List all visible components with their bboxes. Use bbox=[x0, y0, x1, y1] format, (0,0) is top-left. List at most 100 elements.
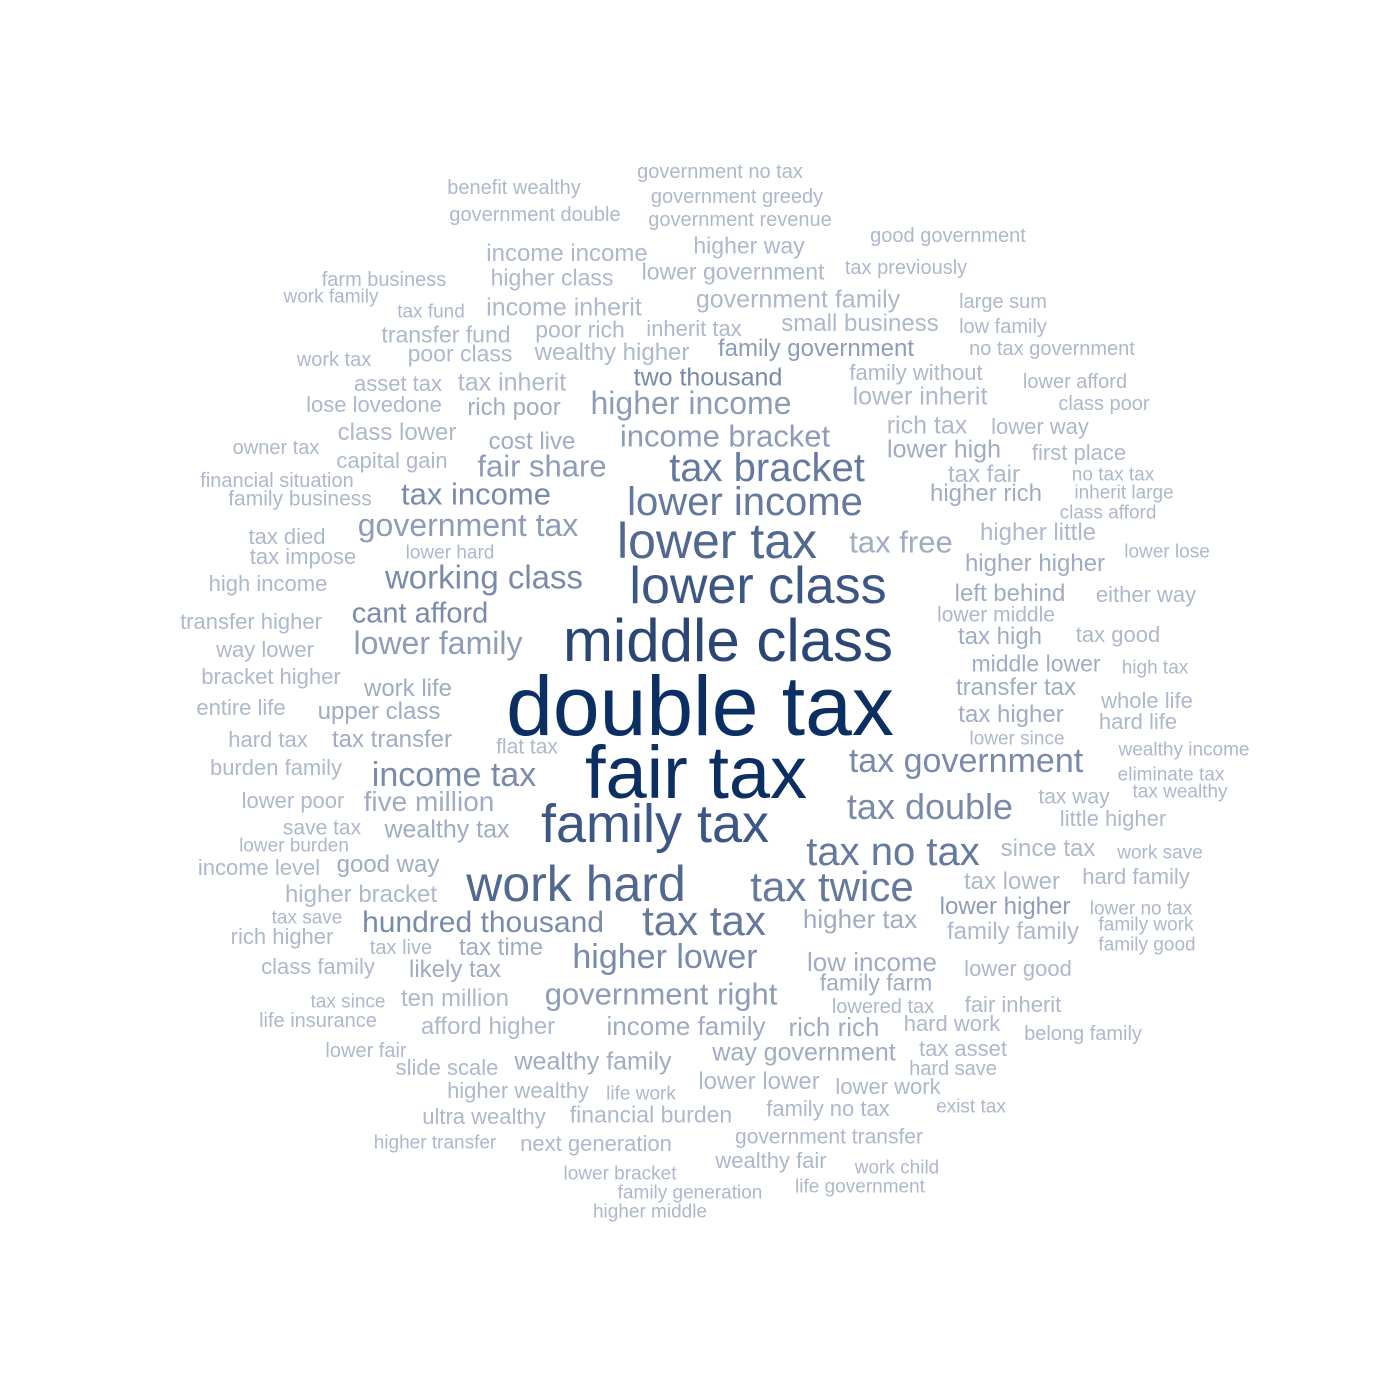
word-higher-little: higher little bbox=[979, 519, 1097, 546]
word-five-million: five million bbox=[363, 786, 495, 817]
word-whole-life: whole life bbox=[1101, 688, 1193, 713]
word-farm-business: farm business bbox=[321, 269, 447, 291]
word-tax-wealthy: tax wealthy bbox=[1132, 781, 1228, 803]
word-hard-work: hard work bbox=[903, 1011, 1001, 1036]
word-next-generation: next generation bbox=[520, 1131, 672, 1156]
word-tax-inherit: tax inherit bbox=[457, 368, 567, 397]
word-upper-class: upper class bbox=[317, 698, 441, 725]
word-since-tax: since tax bbox=[1000, 835, 1096, 862]
word-lower-hard: lower hard bbox=[405, 542, 495, 564]
word-lower-class: lower class bbox=[629, 557, 887, 615]
word-burden-family: burden family bbox=[209, 755, 343, 780]
word-transfer-fund: transfer fund bbox=[381, 321, 511, 348]
word-tax-died: tax died bbox=[248, 524, 326, 549]
word-rich-poor: rich poor bbox=[467, 394, 561, 421]
word-work-tax: work tax bbox=[296, 349, 372, 371]
word-lower-no-tax: lower no tax bbox=[1089, 898, 1193, 920]
word-flat-tax: flat tax bbox=[496, 735, 558, 759]
word-tax-transfer: tax transfer bbox=[331, 726, 453, 753]
word-bracket-higher: bracket higher bbox=[201, 664, 341, 689]
word-ultra-wealthy: ultra wealthy bbox=[422, 1104, 546, 1129]
word-hundred-thousand: hundred thousand bbox=[362, 906, 604, 939]
word-wealthy-fair: wealthy fair bbox=[715, 1148, 827, 1173]
word-left-behind: left behind bbox=[954, 580, 1066, 607]
word-good-government: good government bbox=[870, 225, 1026, 247]
word-lower-high: lower high bbox=[887, 435, 1001, 464]
word-belong-family: belong family bbox=[1024, 1023, 1142, 1045]
word-government-double: government double bbox=[449, 204, 621, 226]
word-transfer-higher: transfer higher bbox=[180, 609, 322, 634]
word-double-tax: double tax bbox=[506, 659, 894, 753]
word-tax-twice: tax twice bbox=[750, 863, 914, 910]
word-income-tax: income tax bbox=[371, 756, 537, 794]
word-tax-higher: tax higher bbox=[958, 701, 1064, 728]
word-family-work: family work bbox=[1098, 914, 1194, 936]
word-income-bracket: income bracket bbox=[619, 418, 831, 454]
word-small-business: small business bbox=[781, 310, 939, 337]
word-owner-tax: owner tax bbox=[232, 437, 320, 459]
word-two-thousand: two thousand bbox=[633, 363, 783, 392]
word-higher-lower: higher lower bbox=[572, 938, 758, 976]
word-wealthy-tax: wealthy tax bbox=[384, 815, 510, 844]
word-little-higher: little higher bbox=[1059, 806, 1167, 831]
word-tax-live: tax live bbox=[369, 937, 433, 959]
word-slide-scale: slide scale bbox=[395, 1055, 499, 1080]
word-lose-lovedone: lose lovedone bbox=[306, 392, 442, 417]
word-lower-tax: lower tax bbox=[616, 513, 818, 569]
word-hard-tax: hard tax bbox=[228, 727, 308, 752]
word-tax-tax: tax tax bbox=[642, 897, 766, 944]
word-government-family: government family bbox=[695, 285, 901, 314]
word-class-family: class family bbox=[261, 954, 375, 979]
word-middle-lower: middle lower bbox=[971, 650, 1101, 677]
word-inherit-large: inherit large bbox=[1074, 482, 1174, 504]
word-work-life: work life bbox=[363, 675, 453, 702]
word-lower-income: lower income bbox=[627, 480, 863, 524]
word-lower-afford: lower afford bbox=[1022, 371, 1128, 393]
word-tax-high: tax high bbox=[957, 623, 1043, 650]
word-first-place: first place bbox=[1031, 440, 1127, 465]
word-low-income: low income bbox=[806, 947, 938, 977]
word-inherit-tax: inherit tax bbox=[646, 316, 742, 341]
word-government-tax: government tax bbox=[357, 507, 579, 543]
word-cost-live: cost live bbox=[488, 428, 576, 455]
word-tax-fair: tax fair bbox=[947, 461, 1021, 488]
word-ten-million: ten million bbox=[400, 985, 510, 1012]
word-work-family: work family bbox=[283, 286, 379, 308]
word-hard-save: hard save bbox=[909, 1058, 997, 1080]
word-higher-wealthy: higher wealthy bbox=[447, 1078, 589, 1103]
word-exist-tax: exist tax bbox=[936, 1096, 1006, 1118]
word-government-transfer: government transfer bbox=[735, 1125, 923, 1149]
word-tax-asset: tax asset bbox=[918, 1036, 1008, 1061]
word-rich-higher: rich higher bbox=[230, 924, 334, 949]
word-lower-lower: lower lower bbox=[698, 1068, 820, 1095]
word-rich-rich: rich rich bbox=[788, 1012, 880, 1042]
word-lower-middle: lower middle bbox=[937, 603, 1055, 627]
word-way-lower: way lower bbox=[216, 637, 314, 662]
word-class-afford: class afford bbox=[1059, 502, 1157, 524]
word-higher-tax: higher tax bbox=[802, 904, 918, 934]
word-good-way: good way bbox=[336, 851, 440, 878]
word-large-sum: large sum bbox=[959, 291, 1047, 313]
word-tax-double: tax double bbox=[846, 786, 1014, 827]
word-way-government: way government bbox=[712, 1038, 896, 1067]
word-family-farm: family farm bbox=[819, 969, 933, 996]
word-tax-previously: tax previously bbox=[844, 257, 968, 279]
word-higher-rich: higher rich bbox=[929, 480, 1043, 507]
word-lower-fair: lower fair bbox=[325, 1040, 407, 1062]
word-life-government: life government bbox=[795, 1176, 925, 1198]
word-tax-bracket: tax bracket bbox=[669, 446, 865, 490]
word-tax-fund: tax fund bbox=[397, 301, 465, 323]
word-life-work: life work bbox=[606, 1083, 676, 1105]
word-lower-good: lower good bbox=[964, 956, 1072, 981]
word-fair-tax: fair tax bbox=[584, 731, 808, 814]
word-cant-afford: cant afford bbox=[351, 597, 489, 630]
word-income-family: income family bbox=[606, 1011, 766, 1041]
word-family-family: family family bbox=[946, 918, 1080, 945]
word-lower-bracket: lower bracket bbox=[563, 1163, 677, 1185]
word-hard-life: hard life bbox=[1098, 709, 1178, 734]
word-life-insurance: life insurance bbox=[259, 1010, 377, 1032]
word-higher-way: higher way bbox=[693, 232, 805, 259]
word-tax-free: tax free bbox=[849, 524, 953, 560]
word-low-family: low family bbox=[959, 316, 1047, 338]
word-entire-life: entire life bbox=[196, 695, 286, 720]
